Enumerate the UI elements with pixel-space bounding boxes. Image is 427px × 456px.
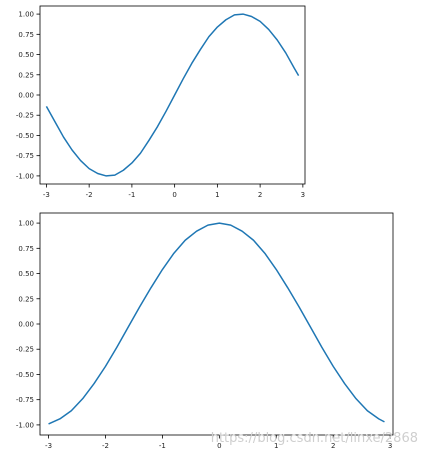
bottom-y-tick-label: -0.75 (16, 396, 34, 404)
top-x-tick-label: 2 (258, 191, 262, 199)
top-y-tick-label: 1.00 (18, 11, 34, 19)
bottom-x-tick-label: 1 (274, 442, 278, 450)
top-plot-frame (39, 5, 306, 185)
top-series-line (45, 13, 300, 177)
bottom-x-tick-label: 0 (217, 442, 221, 450)
top-y-tick-label: 0.50 (18, 51, 34, 59)
top-x-tick-label: -2 (86, 191, 93, 199)
bottom-series-line (48, 222, 385, 425)
bottom-y-tick-label: -1.00 (16, 421, 34, 429)
watermark-text: https://blog.csdn.net/linxe/2868 (211, 431, 418, 446)
top-y-tick-label: 0.75 (18, 31, 34, 39)
top-x-tick-label: 3 (301, 191, 305, 199)
bottom-x-tick-label: -2 (102, 442, 109, 450)
bottom-plot-frame (39, 212, 394, 436)
bottom-y-tick-label: -0.50 (16, 371, 34, 379)
bottom-y-tick-label: 0.00 (18, 321, 34, 329)
bottom-y-tick-label: 0.75 (18, 245, 34, 253)
top-y-tick-label: -0.25 (16, 112, 34, 120)
top-x-tick-label: 1 (215, 191, 219, 199)
top-y-tick-label: 0.00 (18, 92, 34, 100)
top-y-tick-label: -0.50 (16, 132, 34, 140)
top-plot-axes: -3 -2 -1 0 1 2 3 1.00 0.75 0.50 0.25 0.00 -0.25 -0.50… (16, 5, 306, 199)
bottom-plot-axes: -3 -2 -1 0 1 2 3 1.00 0.75 0.50 0.25 0.00 -0.25 -0.50… (16, 212, 394, 450)
top-y-tick-label: -0.75 (16, 152, 34, 160)
bottom-y-tick-label: 0.25 (18, 295, 34, 303)
bottom-y-tick-label: 1.00 (18, 220, 34, 228)
top-y-tick-label: -1.00 (16, 172, 34, 180)
bottom-x-tick-label: 3 (388, 442, 392, 450)
bottom-x-tick-label: 2 (331, 442, 335, 450)
top-x-tick-label: -3 (43, 191, 50, 199)
top-x-tick-label: -1 (128, 191, 135, 199)
bottom-x-tick-label: -1 (159, 442, 166, 450)
top-y-tick-label: 0.25 (18, 71, 34, 79)
bottom-y-tick-label: 0.50 (18, 270, 34, 278)
bottom-x-tick-label: -3 (45, 442, 52, 450)
top-x-tick-label: 0 (172, 191, 176, 199)
bottom-y-tick-label: -0.25 (16, 346, 34, 354)
